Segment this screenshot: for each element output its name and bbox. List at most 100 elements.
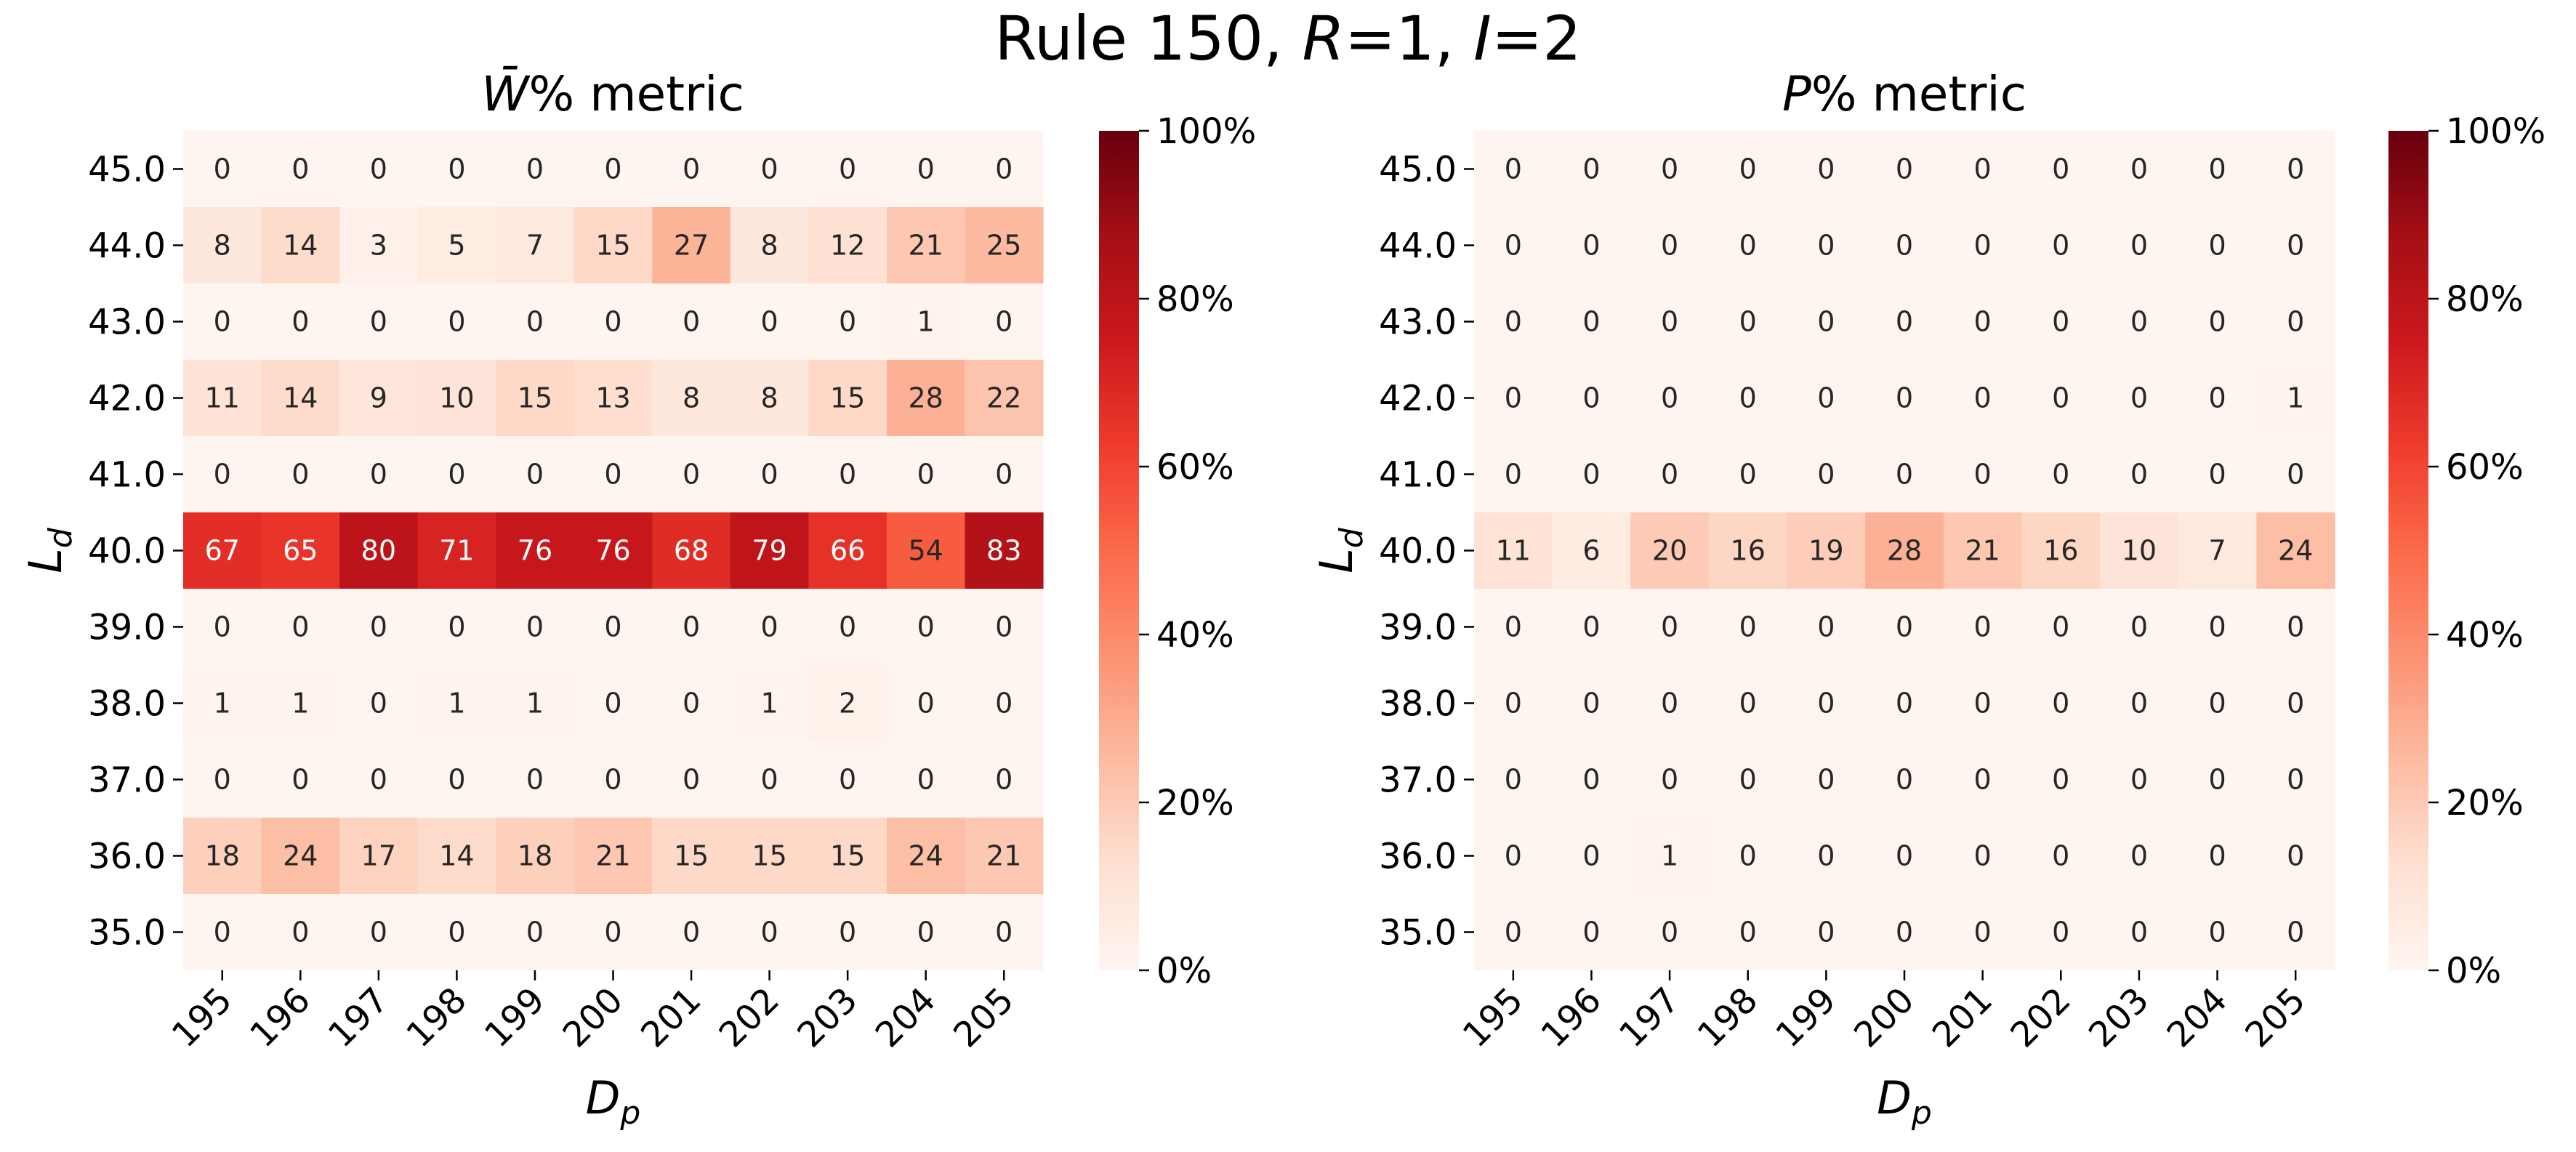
x-axis-label: Dp bbox=[586, 1071, 641, 1132]
cell-value-label: 0 bbox=[1505, 306, 1522, 338]
heatmap-cell bbox=[2178, 665, 2257, 742]
heatmap-cell bbox=[573, 512, 653, 589]
cell-value-label: 0 bbox=[1582, 611, 1600, 643]
heatmap-cell bbox=[573, 894, 653, 971]
cell-value-label: 1 bbox=[214, 688, 231, 720]
heatmap-cell bbox=[730, 894, 809, 971]
figure-title-r-symbol: R bbox=[1303, 3, 1345, 74]
colorbar-tick-label: 0% bbox=[2446, 951, 2501, 991]
cell-value-label: 0 bbox=[917, 611, 935, 643]
cell-value-label: 67 bbox=[205, 535, 240, 567]
cell-value-label: 0 bbox=[760, 459, 778, 491]
heatmap-cell bbox=[1474, 741, 1553, 818]
heatmap-cell bbox=[808, 512, 887, 589]
heatmap-cell bbox=[1552, 436, 1631, 513]
cell-value-label: 1 bbox=[760, 688, 778, 720]
cell-value-label: 0 bbox=[1974, 917, 1992, 948]
heatmap-cell bbox=[1943, 741, 2023, 818]
heatmap-cell bbox=[1787, 283, 1866, 360]
heatmap-cell bbox=[2021, 207, 2101, 284]
cell-value-label: 0 bbox=[1739, 764, 1757, 796]
heatmap-cell bbox=[1943, 283, 2023, 360]
cell-value-label: 0 bbox=[917, 153, 935, 185]
heatmap-cell bbox=[1708, 512, 1788, 589]
cell-value-label: 0 bbox=[2052, 382, 2069, 414]
heatmap-cell bbox=[1865, 283, 1944, 360]
cell-value-label: 0 bbox=[2052, 153, 2069, 185]
cell-value-label: 0 bbox=[2287, 611, 2304, 643]
panel-title: P% metric bbox=[1782, 66, 2026, 122]
heatmap-cell bbox=[1943, 436, 2023, 513]
y-tick-label: 43.0 bbox=[1379, 302, 1457, 343]
cell-value-label: 0 bbox=[1505, 764, 1522, 796]
heatmap-cell bbox=[573, 665, 653, 742]
heatmap-cell bbox=[1630, 360, 1710, 437]
cell-value-label: 0 bbox=[1896, 611, 1913, 643]
cell-value-label: 0 bbox=[917, 459, 935, 491]
heatmap-cell bbox=[496, 894, 575, 971]
heatmap-cell bbox=[1865, 589, 1944, 666]
heatmap-cell bbox=[183, 741, 262, 818]
x-tick-label: 199 bbox=[477, 980, 552, 1055]
heatmap-cell bbox=[261, 818, 340, 895]
cell-value-label: 0 bbox=[214, 764, 231, 796]
cell-value-label: 0 bbox=[1505, 230, 1522, 262]
heatmap-cell bbox=[965, 741, 1044, 818]
cell-value-label: 65 bbox=[283, 535, 318, 567]
x-tick-label: 195 bbox=[164, 980, 240, 1055]
cell-value-label: 0 bbox=[995, 306, 1013, 338]
cell-value-label: 0 bbox=[1974, 153, 1992, 185]
y-tick-label: 36.0 bbox=[88, 837, 166, 877]
cell-value-label: 83 bbox=[986, 535, 1021, 567]
cell-value-label: 21 bbox=[986, 840, 1021, 872]
cell-value-label: 17 bbox=[361, 840, 396, 872]
colorbar-tick-label: 40% bbox=[1156, 615, 1234, 656]
y-tick-label: 41.0 bbox=[1379, 455, 1457, 496]
cell-value-label: 5 bbox=[448, 230, 465, 262]
heatmap-cell bbox=[339, 818, 419, 895]
cell-value-label: 0 bbox=[1582, 917, 1600, 948]
cell-value-label: 0 bbox=[2208, 917, 2226, 948]
heatmap-cell bbox=[808, 131, 887, 208]
cell-value-label: 0 bbox=[291, 764, 309, 796]
x-axis-label-subscript: p bbox=[619, 1095, 640, 1132]
heatmap-cell bbox=[496, 589, 575, 666]
cell-value-label: 0 bbox=[1505, 917, 1522, 948]
cell-value-label: 1 bbox=[2287, 382, 2304, 414]
cell-value-label: 8 bbox=[760, 382, 778, 414]
cell-value-label: 71 bbox=[439, 535, 474, 567]
heatmap-cell bbox=[261, 131, 340, 208]
cell-value-label: 0 bbox=[370, 917, 387, 948]
heatmap-cell bbox=[1552, 589, 1631, 666]
cell-value-label: 0 bbox=[2130, 764, 2148, 796]
cell-value-label: 15 bbox=[830, 840, 865, 872]
heatmap-cell bbox=[1865, 131, 1944, 208]
heatmap-cell bbox=[1865, 741, 1944, 818]
cell-value-label: 0 bbox=[839, 306, 856, 338]
y-tick-label: 37.0 bbox=[1379, 760, 1457, 801]
cell-value-label: 10 bbox=[2122, 535, 2157, 567]
heatmap-cell bbox=[1630, 818, 1710, 895]
cell-value-label: 0 bbox=[839, 459, 856, 491]
heatmap-cell bbox=[261, 512, 340, 589]
heatmap-cell bbox=[417, 818, 496, 895]
cell-value-label: 0 bbox=[1582, 153, 1600, 185]
cell-value-label: 0 bbox=[2287, 917, 2304, 948]
cell-value-label: 76 bbox=[518, 535, 552, 567]
y-tick-label: 40.0 bbox=[1379, 531, 1457, 572]
cell-value-label: 0 bbox=[604, 764, 621, 796]
cell-value-label: 0 bbox=[604, 688, 621, 720]
cell-value-label: 0 bbox=[370, 306, 387, 338]
heatmap-cell bbox=[1787, 665, 1866, 742]
colorbar-tick-label: 0% bbox=[1156, 951, 1212, 991]
y-tick-label: 35.0 bbox=[1379, 913, 1457, 954]
cell-value-label: 0 bbox=[448, 459, 465, 491]
cell-value-label: 15 bbox=[595, 230, 630, 262]
cell-value-label: 0 bbox=[683, 459, 700, 491]
cell-value-label: 0 bbox=[2130, 840, 2148, 872]
cell-value-label: 0 bbox=[1974, 688, 1992, 720]
heatmap-cell bbox=[417, 741, 496, 818]
heatmap-cell bbox=[808, 207, 887, 284]
colorbar-tick-label: 100% bbox=[2446, 111, 2545, 152]
heatmap-cell bbox=[1787, 818, 1866, 895]
